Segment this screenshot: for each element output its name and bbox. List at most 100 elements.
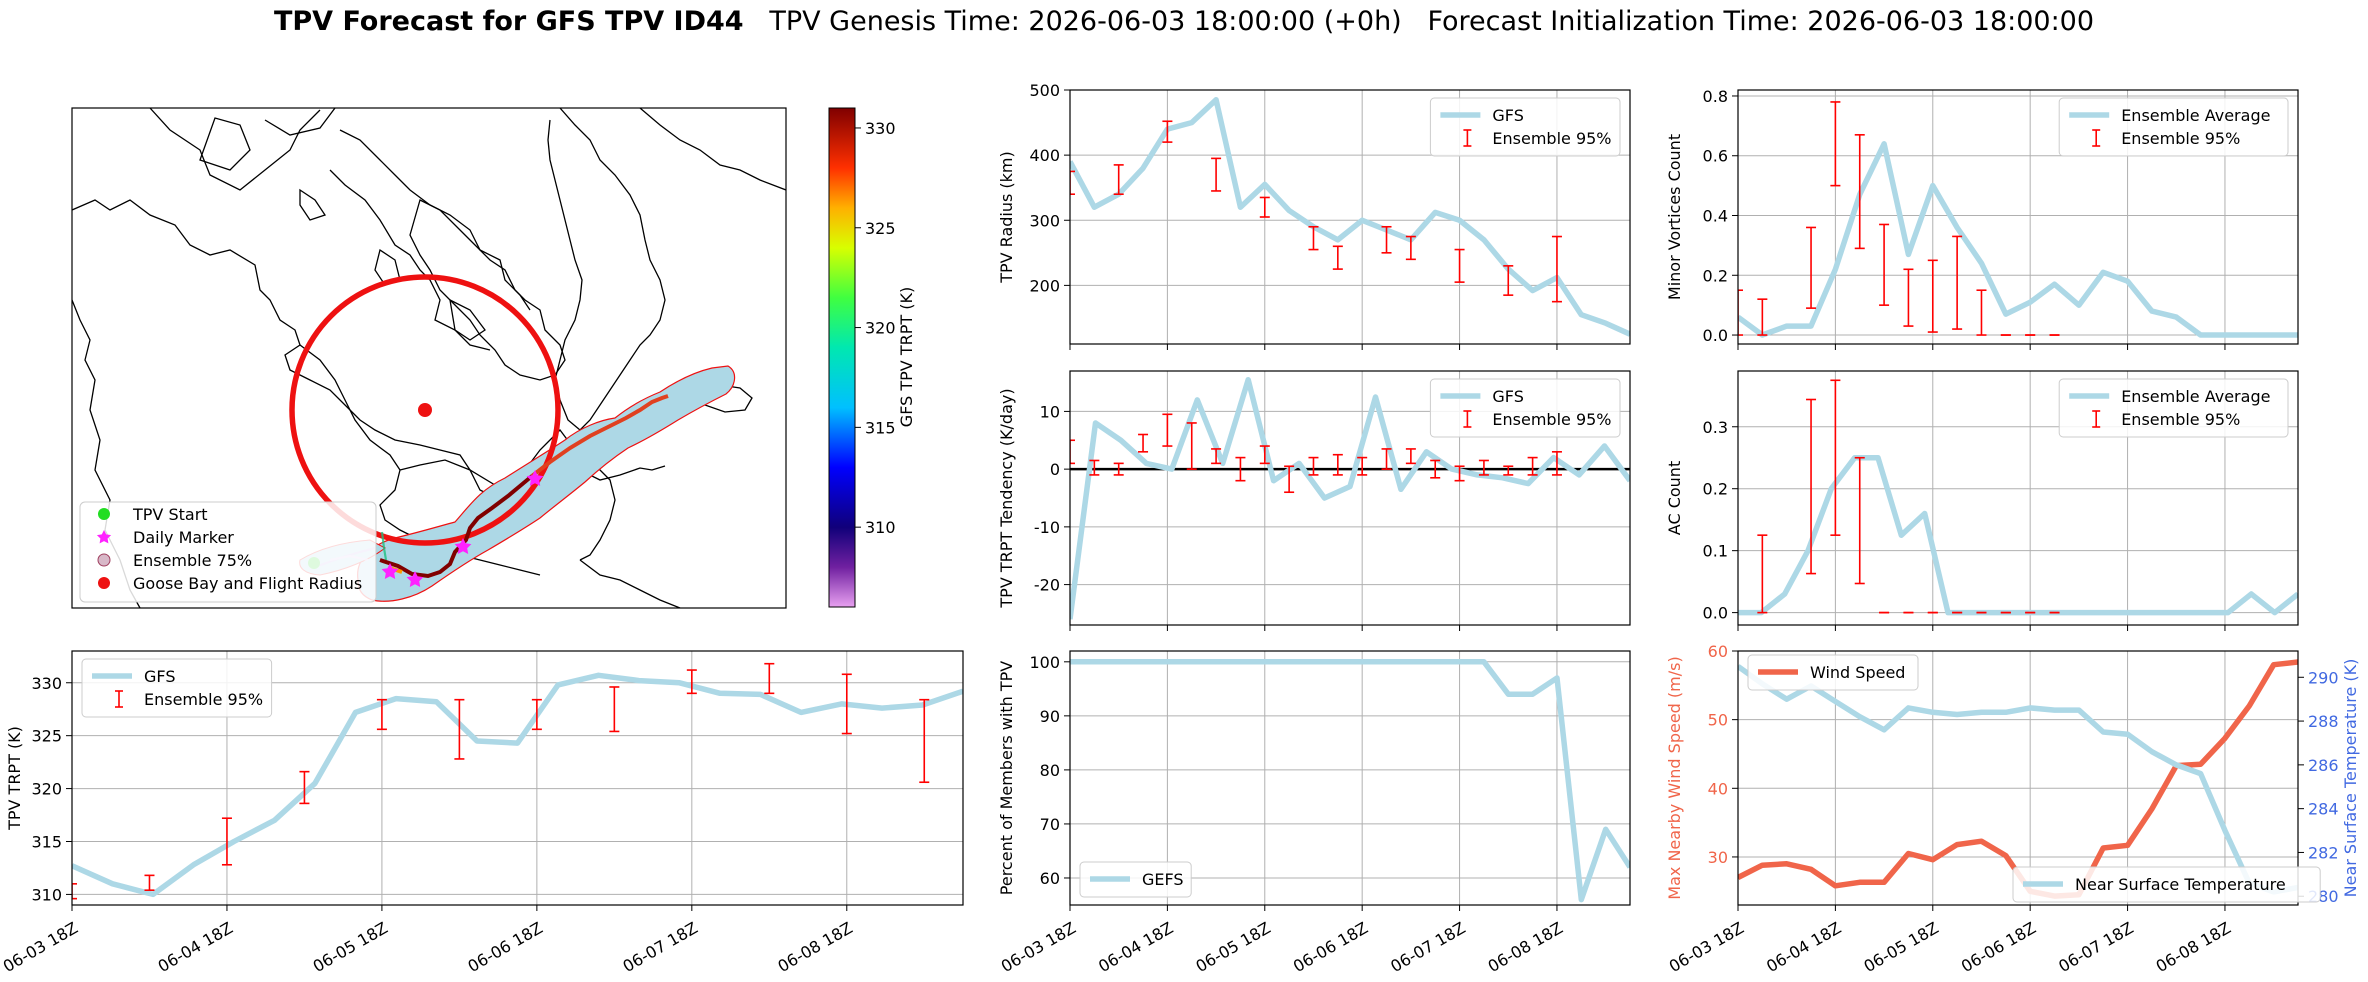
x-tick-label: 06-03 18Z [998,918,1079,976]
legend-daily-marker-icon [96,530,112,544]
map-frame [71,107,787,609]
y-axis-label: Percent of Members with TPV [997,661,1016,895]
colorbar-tick-label: 310 [865,518,896,537]
panel-radius: 200 300 400 500 TPV Radius (km) GFS Ensemble 9… [997,81,1631,350]
y2-tick-label: 288 [2308,712,2339,731]
panel-plot-area [1070,97,1630,337]
panel-plot-area [1738,101,2298,338]
y-tick-label: 0.8 [1703,87,1728,106]
y-tick-label: -20 [1034,576,1060,595]
legend-temp: Near Surface Temperature [2012,866,2321,903]
panel-plot-area [1070,659,1630,903]
series-line [1738,664,2298,895]
y-tick-label: 0.3 [1703,418,1728,437]
series-line [1070,97,1630,337]
x-tick-label: 06-08 18Z [2153,918,2234,976]
series-line [1738,454,2298,616]
y-axis-label: Minor Vortices Count [1665,134,1684,300]
y-tick-label: 200 [1029,276,1060,295]
colorbar-label: GFS TPV TRPT (K) [897,287,916,427]
figure-title-bold: TPV Forecast for GFS TPV ID44 [273,6,744,37]
x-tick-label: 06-05 18Z [1860,918,1941,976]
ensemble-75-area [357,365,736,602]
y-tick-label: 400 [1029,146,1060,165]
x-tick-label: 06-05 18Z [310,918,391,976]
colorbar-tick-label: 315 [865,418,896,437]
y-tick-label: 0.0 [1703,326,1728,345]
legend-label: GFS [1492,387,1523,406]
y-tick-label: 90 [1040,707,1060,726]
figure-title: TPV Forecast for GFS TPV ID44 TPV Genesi… [0,6,2368,37]
legend-box [1079,861,1192,898]
y-tick-label: 0.2 [1703,266,1728,285]
legend-goose-bay-icon [98,577,110,589]
x-tick-label: 06-04 18Z [155,918,236,976]
legend-label: GFS [144,667,175,686]
figure-title-rest: TPV Genesis Time: 2026-06-03 18:00:00 (+… [743,6,2095,37]
y-tick-label: 30 [1708,848,1728,867]
legend-label-ensemble-75: Ensemble 75% [133,551,252,570]
y2-tick-label: 286 [2308,756,2339,775]
panel-frame [1069,89,1631,345]
y2-tick-label: 282 [2308,843,2339,862]
y-tick-label: 70 [1040,815,1060,834]
colorbar-tick-label: 325 [865,219,896,238]
legend-label: GEFS [1142,870,1184,889]
y-tick-label: 330 [31,674,62,693]
legend-ensemble-75-icon [97,553,111,567]
y-tick-label: -10 [1034,518,1060,537]
y-axis-label: AC Count [1665,461,1684,535]
legend-label: Ensemble 95% [1492,410,1611,429]
x-tick-label: 06-07 18Z [620,918,701,976]
legend-label: Ensemble 95% [2121,129,2240,148]
legend-label: Ensemble Average [2121,387,2270,406]
legend-label-tpv-start: TPV Start [132,505,208,524]
colorbar-tick-label: 330 [865,119,896,138]
y-tick-label: 60 [1708,642,1728,661]
y-tick-label: 60 [1040,869,1060,888]
colorbar-tick-label: 320 [865,319,896,338]
panel-frame [1737,370,2299,626]
flight-radius-circle [289,274,561,546]
y-tick-label: 0.4 [1703,207,1728,226]
legend-label-daily-marker: Daily Marker [133,528,234,547]
panel-plot-area [1738,379,2298,616]
x-tick-label: 06-05 18Z [1192,918,1273,976]
legend-box [1747,654,1919,691]
y-tick-label: 300 [1029,211,1060,230]
legend-box [2058,97,2289,157]
y-tick-label: 0.0 [1703,604,1728,623]
y-tick-label: 50 [1708,711,1728,730]
panel-plot-area [72,662,963,900]
x-tick-label: 06-03 18Z [0,918,81,976]
legend-label: Ensemble 95% [1492,129,1611,148]
colorbar-scale [828,107,856,608]
y-tick-label: 0.6 [1703,147,1728,166]
x-tick-label: 06-08 18Z [1485,918,1566,976]
y-tick-label: 325 [31,727,62,746]
x-tick-label: 06-04 18Z [1095,918,1176,976]
y2-tick-label: 290 [2308,668,2339,687]
y-axis-label: TPV Radius (km) [997,151,1016,284]
x-tick-label: 06-06 18Z [1290,918,1371,976]
legend-label: Ensemble Average [2121,106,2270,125]
legend-label: Ensemble 95% [2121,410,2240,429]
legend: GEFS [1079,861,1192,898]
colorbar-ticks: 310 315 320 325 330 [855,119,896,537]
panel-frame [71,650,964,906]
panel-plot-area [1070,376,1630,620]
legend-label: Wind Speed [1810,663,1905,682]
y-tick-label: 100 [1029,653,1060,672]
y-tick-label: 320 [31,780,62,799]
legend: GFS Ensemble 95% [1429,378,1621,438]
y-axis-label: Max Nearby Wind Speed (m/s) [1665,656,1684,899]
panel-tendency: -20 -10 0 10 TPV TRPT Tendency (K/day) GFS Ens… [997,370,1631,631]
y-tick-label: 315 [31,833,62,852]
legend-box [2012,866,2321,903]
map-legend: TPV Start Daily Marker Ensemble 75% Goos… [79,501,377,603]
panel-plot-area [1738,659,2298,899]
series-line [1070,659,1630,903]
